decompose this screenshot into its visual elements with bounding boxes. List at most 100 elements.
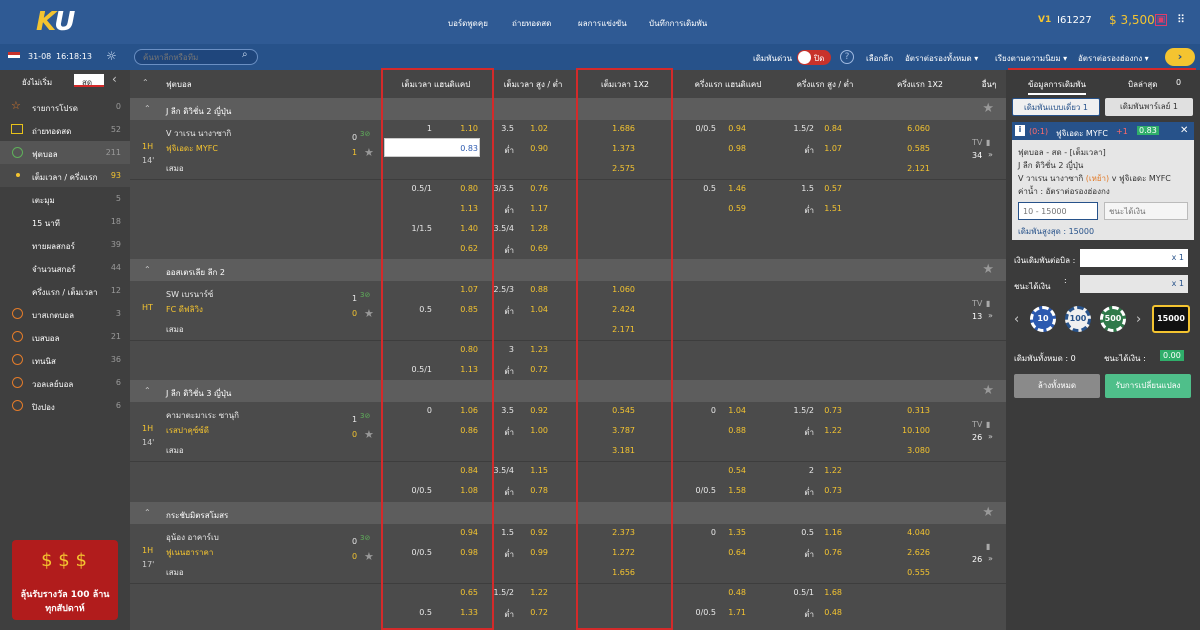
favorite-star-icon[interactable]: ★ (364, 550, 374, 563)
odds-cell[interactable]: 0.54 (728, 466, 746, 475)
match-extras[interactable]: TV ▮ 34 » (972, 138, 1002, 168)
more-icon[interactable]: » (988, 150, 993, 159)
odds-cell[interactable]: 2.373 (612, 528, 635, 537)
odds-cell[interactable]: 0.64 (728, 548, 746, 557)
odds-cell[interactable]: 0.62 (460, 244, 478, 253)
odds-cell[interactable]: 2.121 (907, 164, 930, 173)
odds-cell[interactable]: 1.272 (612, 548, 635, 557)
sidebar-item-baseball[interactable]: เบสบอล 21 (0, 325, 130, 348)
odds-cell[interactable]: 0.78 (530, 486, 548, 495)
odds-cell[interactable]: 3.787 (612, 426, 635, 435)
odds-cell[interactable]: 1.46 (728, 184, 746, 193)
odds-cell[interactable]: 1.04 (530, 305, 548, 314)
accept-changes-button[interactable]: รับการเปลี่ยนแปลง (1105, 374, 1191, 398)
odds-cell[interactable]: 0.48 (824, 608, 842, 617)
quick-bet-toggle[interactable]: ปิด (797, 50, 831, 65)
match-info[interactable]: 1H 17' อุน้อง อาคาร์เบ ฟูเนนฮาราคา เสมอ 0 0 3⊘ ★ (130, 524, 374, 584)
odds-cell[interactable]: 1.33 (460, 608, 478, 617)
odds-cell[interactable]: 1.656 (612, 568, 635, 577)
sidebar-item-correct-score[interactable]: ทายผลสกอร์ 39 (0, 233, 130, 256)
per-bill-input[interactable]: x 1 (1080, 249, 1188, 267)
odds-cell[interactable]: 2.575 (612, 164, 635, 173)
odds-cell[interactable]: 1.13 (460, 365, 478, 374)
stats-icon[interactable]: ▮ (986, 138, 991, 147)
odds-cell[interactable]: 3.080 (907, 446, 930, 455)
sidebar-item-basketball[interactable]: บาสเกตบอล 3 (0, 302, 130, 325)
help-icon[interactable]: ? (840, 50, 854, 64)
collapse-all-icon[interactable]: ⌃ (142, 78, 149, 87)
flag-icon[interactable] (8, 52, 20, 61)
odds-cell[interactable]: 1.10 (460, 124, 478, 133)
odds-cell[interactable]: 0.94 (728, 124, 746, 133)
odds-cell[interactable]: 1.02 (530, 124, 548, 133)
stats-icon[interactable]: ▮ (986, 299, 991, 308)
odds-cell[interactable]: 1.00 (530, 426, 548, 435)
chip-500[interactable]: 500 (1100, 306, 1126, 332)
odds-cell[interactable]: 1.686 (612, 124, 635, 133)
odds-cell[interactable]: 2.626 (907, 548, 930, 557)
odds-cell[interactable]: 0.92 (530, 406, 548, 415)
match-extras[interactable]: TV ▮ 13 » (972, 299, 1002, 329)
stake-input[interactable] (1018, 202, 1098, 220)
chips-prev-icon[interactable]: ‹ (1014, 312, 1020, 327)
sidebar-item-pingpong[interactable]: ปิงปอง 6 (0, 394, 130, 417)
tab-live[interactable]: สด (74, 74, 104, 87)
star-icon[interactable]: ★ (982, 383, 994, 398)
username[interactable]: I61227 (1057, 15, 1092, 26)
odds-cell[interactable]: 2.171 (612, 325, 635, 334)
odds-cell[interactable]: 2.424 (612, 305, 635, 314)
match-extras[interactable]: ▮ 26 » (972, 542, 1002, 572)
odds-cell[interactable]: 3.181 (612, 446, 635, 455)
sidebar-item-15min[interactable]: 15 นาที 18 (0, 210, 130, 233)
odds-cell[interactable]: 1.07 (824, 144, 842, 153)
odds-cell[interactable]: 1.04 (728, 406, 746, 415)
odds-cell[interactable]: 0.90 (530, 144, 548, 153)
odds-cell[interactable]: 0.313 (907, 406, 930, 415)
home-team[interactable]: SW เบรนาร์ซ์ (166, 290, 214, 299)
odds-cell[interactable]: 0.84 (824, 124, 842, 133)
sun-icon[interactable]: ☼ (106, 49, 117, 63)
odds-cell[interactable]: 0.83 (460, 144, 478, 153)
odds-cell[interactable]: 0.98 (460, 548, 478, 557)
tv-label[interactable]: TV (972, 138, 983, 147)
sidebar-item-corners[interactable]: เตะมุม 5 (0, 187, 130, 210)
clear-all-button[interactable]: ล้างทั้งหมด (1014, 374, 1100, 398)
league-header[interactable]: ⌃ ออสเตรเลีย ลีก 2 ★ (130, 259, 1006, 281)
select-league[interactable]: เลือกลีก (866, 54, 894, 63)
odds-cell[interactable]: 1.68 (824, 588, 842, 597)
more-icon[interactable]: » (988, 311, 993, 320)
expand-button[interactable]: › (1165, 48, 1195, 66)
odds-cell[interactable]: 1.060 (612, 285, 635, 294)
league-header[interactable]: ⌃ J ลีก ดิวิชั่น 2 ญี่ปุ่น ★ (130, 98, 1006, 120)
odds-type-dropdown[interactable]: อัตราต่อรองทั้งหมด ▾ (905, 54, 979, 63)
favorite-star-icon[interactable]: ★ (364, 146, 374, 159)
odds-cell[interactable]: 1.51 (824, 204, 842, 213)
gift-icon[interactable]: ▣ (1155, 14, 1167, 26)
tv-label[interactable]: TV (972, 420, 983, 429)
more-markets-count[interactable]: 26 (972, 433, 983, 442)
close-icon[interactable]: ✕ (1180, 125, 1189, 136)
collapse-icon[interactable]: ⌃ (144, 386, 151, 395)
parlay-bet-button[interactable]: เดิมพันพาร์เลย์ 1 (1105, 98, 1193, 116)
odds-cell[interactable]: 1.23 (530, 345, 548, 354)
odds-cell[interactable]: 0.85 (460, 305, 478, 314)
odds-cell[interactable]: 0.585 (907, 144, 930, 153)
odds-cell[interactable]: 1.13 (460, 204, 478, 213)
odds-cell[interactable]: 0.48 (728, 588, 746, 597)
more-markets-count[interactable]: 26 (972, 555, 983, 564)
tv-label[interactable]: TV (972, 299, 983, 308)
odds-cell[interactable]: 1.17 (530, 204, 548, 213)
odds-cell[interactable]: 1.58 (728, 486, 746, 495)
logo[interactable]: KU (36, 7, 75, 37)
match-info[interactable]: 1H 14' V วาเรน นางาซากิ ฟุจิเอดะ MYFC เสมอ 0 1… (130, 120, 374, 180)
odds-cell[interactable]: 0.545 (612, 406, 635, 415)
search-input[interactable] (134, 49, 258, 65)
odds-cell[interactable]: 1.16 (824, 528, 842, 537)
odds-cell[interactable]: 0.57 (824, 184, 842, 193)
match-info[interactable]: 1H 14' คามาตะมาเระ ซานุกิ เรสปาคุซ์ซ์ดี เสมอ… (130, 402, 374, 462)
odds-cell[interactable]: 0.73 (824, 406, 842, 415)
sort-dropdown[interactable]: เรียงตามความนิยม ▾ (995, 54, 1068, 63)
odds-cell[interactable]: 0.69 (530, 244, 548, 253)
odds-cell[interactable]: 0.555 (907, 568, 930, 577)
home-team[interactable]: คามาตะมาเระ ซานุกิ (166, 411, 239, 420)
